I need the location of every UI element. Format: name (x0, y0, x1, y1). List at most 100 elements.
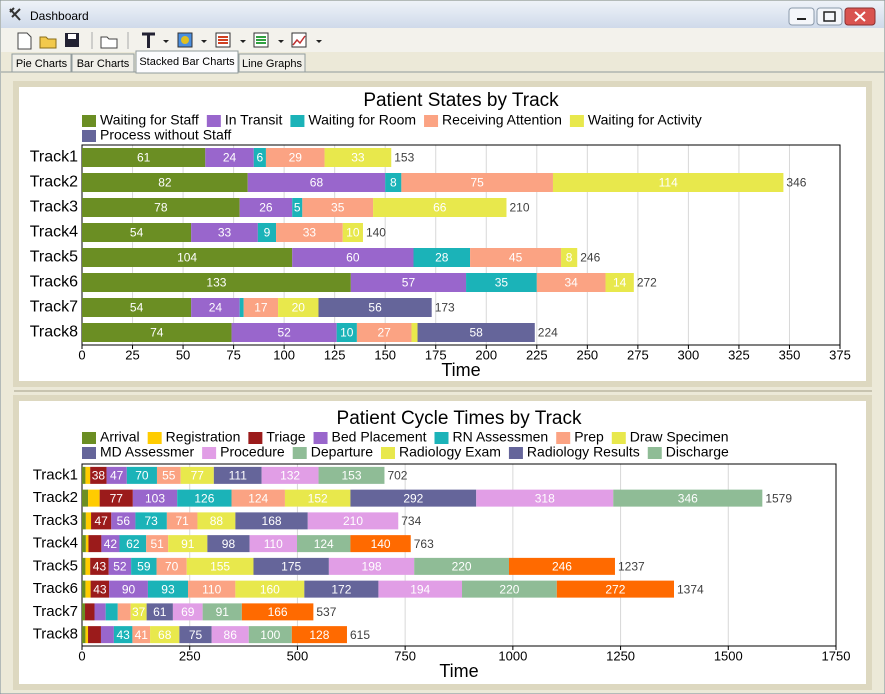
tab[interactable] (11, 53, 72, 73)
legend-label: Waiting for Activity (588, 112, 702, 128)
data-label: 9 (264, 226, 271, 240)
bar-segment (88, 489, 100, 507)
legend-swatch (82, 447, 96, 459)
x-tick-label: 750 (394, 648, 416, 663)
close-button[interactable] (844, 7, 876, 26)
new-button[interactable] (17, 32, 32, 50)
y-tick-label: Track7 (30, 299, 78, 316)
x-tick-label: 300 (678, 347, 700, 362)
legend-label: MD Assessmer (100, 444, 194, 460)
data-label: 61 (137, 151, 151, 165)
bar-segment (186, 557, 254, 575)
legend-button[interactable] (215, 32, 246, 48)
bar-segment (342, 223, 363, 242)
bar-segment (85, 603, 95, 621)
bar-segment (82, 512, 86, 530)
bar-segment (146, 535, 169, 553)
x-tick-label: 1500 (714, 648, 743, 663)
x-axis-title: Time (441, 360, 480, 380)
data-label: 27 (378, 326, 392, 340)
x-tick-label: 1750 (822, 648, 851, 663)
bar-segment (111, 512, 136, 530)
data-label: 71 (175, 514, 189, 528)
legend-label: In Transit (225, 112, 283, 128)
tab-label[interactable]: Pie Charts (16, 58, 68, 70)
y-tick-label: Track1 (33, 466, 78, 483)
bar-segment (350, 273, 467, 292)
window-title: Dashboard (30, 9, 89, 23)
bar-segment (82, 148, 206, 167)
data-label: 166 (268, 605, 288, 619)
bar-segment (417, 323, 535, 342)
legend-swatch (508, 447, 523, 459)
legend-swatch (248, 432, 263, 444)
bar-segment (156, 557, 187, 575)
bar-segment (556, 580, 674, 598)
bar-segment (411, 323, 418, 342)
bar-segment (356, 323, 412, 342)
data-label: 160 (260, 582, 280, 596)
data-label: 93 (161, 582, 175, 596)
legend-swatch (82, 115, 96, 127)
data-label: 20 (292, 301, 306, 315)
legend-swatch (206, 115, 221, 127)
legend-label: Discharge (666, 444, 729, 460)
data-label: 61 (153, 605, 167, 619)
bar-segment (85, 466, 91, 484)
folder-button[interactable] (100, 36, 118, 49)
bar-segment (261, 466, 319, 484)
data-label: 38 (92, 469, 106, 483)
total-label: 537 (316, 605, 336, 619)
x-tick-label: 125 (324, 347, 346, 362)
data-label: 103 (145, 491, 165, 505)
save-button[interactable] (65, 33, 79, 47)
bar-segment (304, 580, 379, 598)
tab-label[interactable]: Line Graphs (242, 58, 302, 70)
bar-segment (231, 489, 285, 507)
color-button[interactable] (177, 32, 207, 48)
tab-label[interactable]: Stacked Bar Charts (139, 56, 235, 68)
tab[interactable] (135, 50, 239, 74)
bar-segment (211, 626, 249, 644)
bar-segment (177, 489, 232, 507)
bar-segment (241, 603, 314, 621)
legend-label: Arrival (100, 429, 140, 445)
legend-label: Bed Placement (332, 429, 427, 445)
open-button[interactable] (39, 36, 57, 49)
x-tick-label: 0 (78, 347, 85, 362)
tab[interactable] (71, 53, 135, 73)
total-label: 224 (538, 326, 558, 340)
total-label: 246 (580, 251, 600, 265)
minimize-button[interactable] (788, 7, 815, 26)
bar-segment (108, 557, 132, 575)
bar-segment (202, 603, 242, 621)
data-label: 68 (158, 628, 172, 642)
tab-label[interactable]: Bar Charts (77, 58, 130, 70)
data-label: 59 (137, 560, 151, 574)
grid-button[interactable] (253, 32, 284, 48)
x-tick-label: 100 (273, 347, 295, 362)
y-tick-label: Track2 (33, 489, 78, 506)
data-label: 42 (104, 537, 118, 551)
data-label: 133 (206, 276, 226, 290)
bar-segment (131, 557, 157, 575)
legend-label: Waiting for Staff (100, 112, 199, 128)
data-label: 318 (535, 491, 555, 505)
bar-segment (99, 489, 133, 507)
data-label: 56 (117, 514, 131, 528)
maximize-button[interactable] (816, 7, 843, 26)
tab[interactable] (238, 53, 306, 73)
bar-segment (82, 323, 232, 342)
total-label: 615 (350, 628, 370, 642)
data-label: 77 (191, 469, 205, 483)
title-bar (1, 1, 884, 28)
chart-type-button[interactable] (291, 32, 322, 48)
bar-segment (462, 580, 557, 598)
font-button[interactable] (142, 32, 169, 48)
data-label: 126 (194, 491, 214, 505)
data-label: 172 (331, 582, 351, 596)
bar-segment (119, 535, 147, 553)
legend-label: Receiving Attention (442, 112, 562, 128)
data-label: 33 (351, 151, 365, 165)
legend-swatch (380, 447, 395, 459)
